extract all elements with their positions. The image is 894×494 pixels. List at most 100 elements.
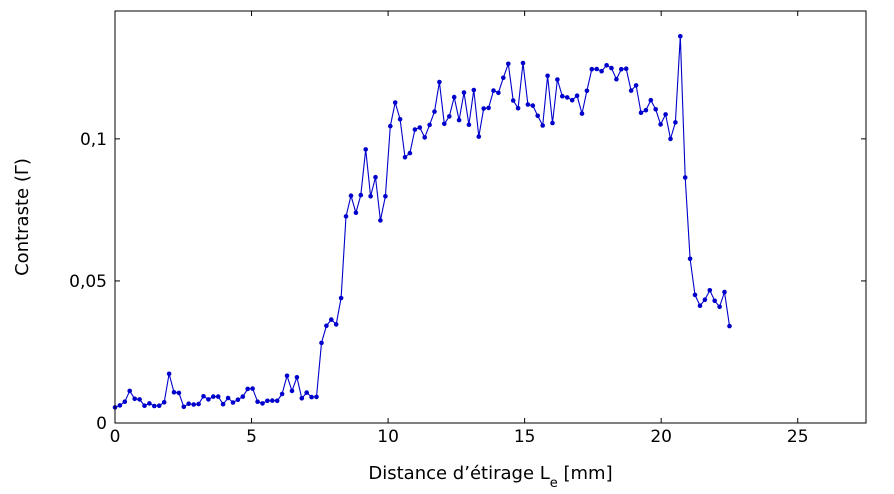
x-tick-label: 10 <box>377 427 399 447</box>
x-tick-label: 5 <box>246 427 257 447</box>
data-point <box>732 0 737 2</box>
data-point <box>530 103 536 108</box>
data-point <box>609 65 614 71</box>
data-point <box>786 0 791 2</box>
data-point <box>589 66 595 72</box>
data-point <box>702 297 708 303</box>
data-point <box>550 120 555 126</box>
data-point <box>447 114 452 119</box>
data-point <box>122 399 128 405</box>
data-point <box>757 0 762 2</box>
data-point <box>397 117 403 122</box>
data-point <box>132 396 137 402</box>
data-point <box>697 303 703 309</box>
data-point <box>417 125 423 130</box>
data-point <box>274 398 280 404</box>
data-point <box>737 0 742 2</box>
data-point <box>152 403 157 409</box>
data-point <box>309 394 314 400</box>
data-point <box>230 400 236 405</box>
data-point <box>402 155 408 160</box>
data-point <box>643 107 649 113</box>
data-point <box>206 397 211 402</box>
data-point <box>604 63 609 68</box>
data-point <box>491 88 496 93</box>
data-point <box>767 0 772 2</box>
data-point <box>378 218 383 223</box>
data-point <box>678 34 683 39</box>
data-series <box>112 0 869 410</box>
data-point <box>628 88 634 93</box>
data-point <box>442 121 447 127</box>
data-point <box>687 256 693 262</box>
data-point <box>682 175 688 180</box>
data-point <box>176 390 182 396</box>
data-point <box>707 288 713 293</box>
data-point <box>427 122 432 128</box>
data-point <box>816 0 821 2</box>
data-point <box>368 194 373 199</box>
data-point <box>211 394 216 399</box>
plot-area <box>112 0 869 424</box>
data-point <box>437 79 442 85</box>
data-point <box>486 105 491 111</box>
x-tick-label: 25 <box>787 427 809 447</box>
data-point <box>506 61 511 67</box>
data-point <box>358 192 364 198</box>
data-point <box>496 90 501 96</box>
data-point <box>515 105 521 111</box>
data-point <box>653 107 658 112</box>
data-point <box>569 97 575 103</box>
data-point <box>555 77 560 82</box>
data-point <box>383 194 388 199</box>
data-point <box>762 0 767 2</box>
data-point <box>614 76 619 82</box>
data-point <box>324 323 329 329</box>
data-point <box>633 83 639 88</box>
data-point <box>520 60 526 66</box>
data-point <box>196 401 201 407</box>
data-point <box>388 123 393 129</box>
data-point <box>329 317 334 322</box>
data-point <box>579 111 585 116</box>
data-point <box>727 323 732 329</box>
data-point <box>840 0 845 2</box>
data-point <box>771 0 776 2</box>
data-point <box>343 214 349 219</box>
data-point <box>574 93 580 98</box>
data-point <box>432 109 437 114</box>
data-point <box>265 398 270 404</box>
data-point <box>279 391 285 397</box>
data-point <box>201 394 206 399</box>
data-point <box>255 399 260 405</box>
data-point <box>864 0 869 2</box>
data-point <box>791 0 796 2</box>
series-line <box>114 36 731 408</box>
data-point <box>535 113 540 119</box>
data-point <box>127 388 132 394</box>
data-point <box>284 373 290 379</box>
y-tick-label: 0 <box>96 414 107 434</box>
data-point <box>353 210 359 215</box>
data-point <box>692 292 698 298</box>
plot-frame <box>114 10 867 424</box>
data-point <box>481 106 487 111</box>
data-point <box>796 0 801 2</box>
data-point <box>137 397 142 402</box>
data-point <box>510 98 516 103</box>
x-tick-label: 20 <box>650 427 672 447</box>
data-point <box>560 93 565 99</box>
x-axis-label-main: Distance d’étirage L <box>368 463 549 484</box>
data-point <box>619 66 624 72</box>
data-point <box>525 102 531 107</box>
data-point <box>752 0 757 2</box>
data-point <box>781 0 786 2</box>
data-point <box>156 403 162 409</box>
data-point <box>845 0 850 2</box>
data-point <box>860 0 865 2</box>
data-point <box>147 401 152 406</box>
data-point <box>623 66 629 71</box>
data-point <box>225 395 231 401</box>
data-point <box>451 94 457 100</box>
